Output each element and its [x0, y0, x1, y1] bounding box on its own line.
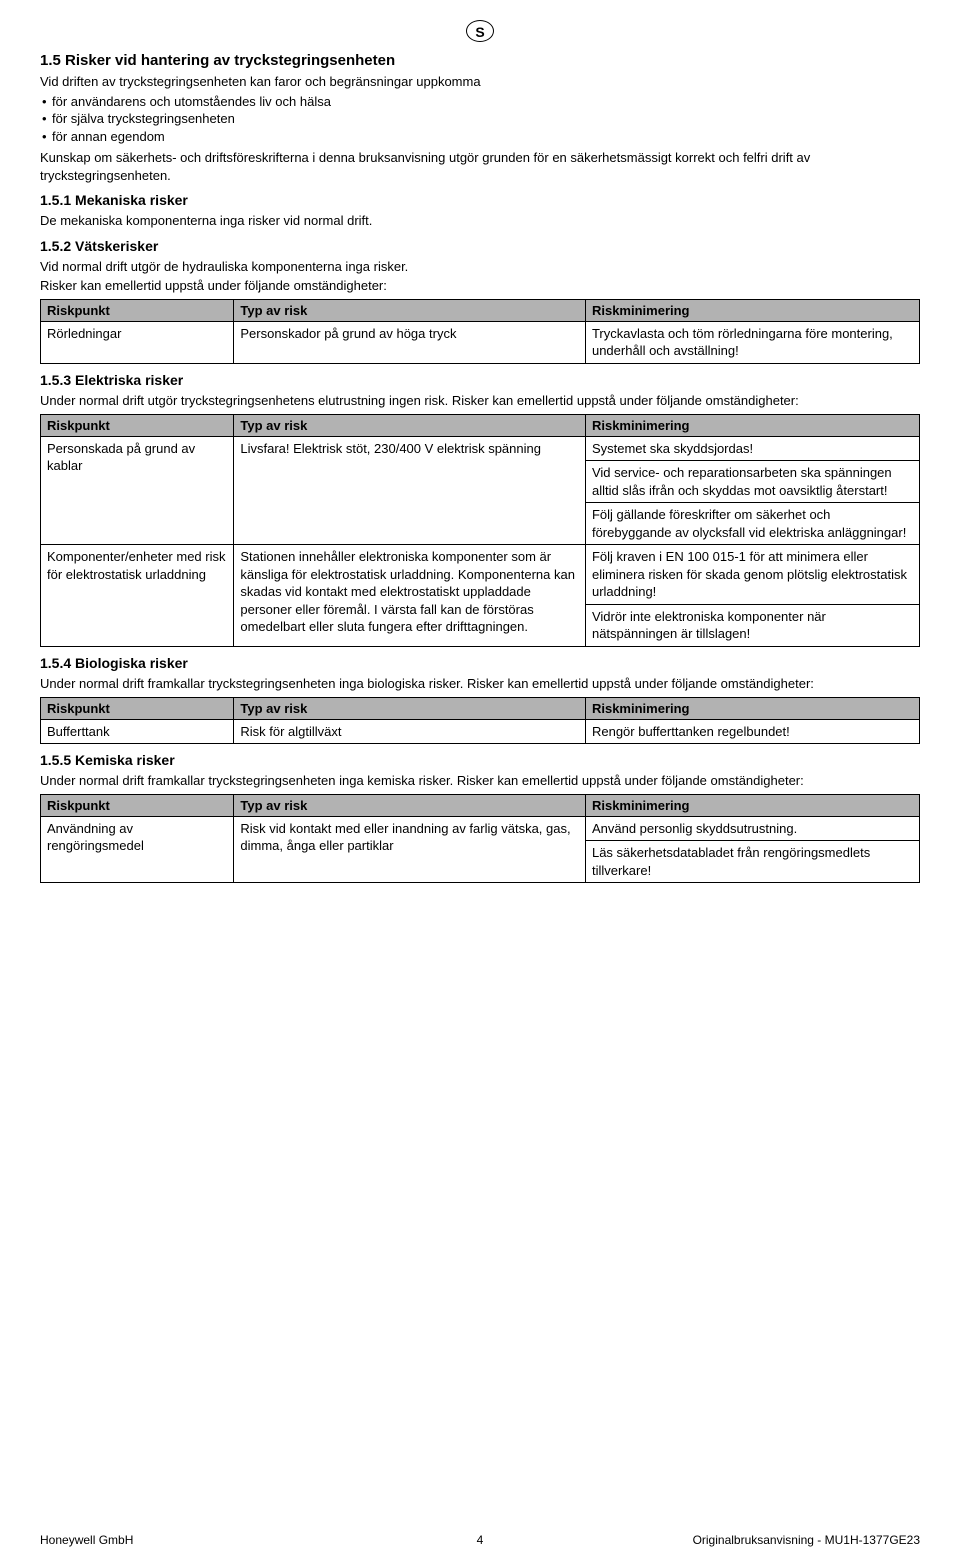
footer-page-number: 4	[477, 1533, 484, 1547]
bullets-1-5: för användarens och utomståendes liv och…	[40, 93, 920, 146]
table-cell: Personskada på grund av kablar	[41, 436, 234, 545]
table-cell: Läs säkerhetsdatabladet från rengöringsm…	[585, 841, 919, 883]
table-cell: Personskador på grund av höga tryck	[234, 321, 586, 363]
para-1-5-2b: Risker kan emellertid uppstå under följa…	[40, 277, 920, 295]
footer-left: Honeywell GmbH	[40, 1533, 133, 1547]
para-1-5-3: Under normal drift utgör tryckstegringse…	[40, 392, 920, 410]
table-header-riskpunkt: Riskpunkt	[41, 697, 234, 719]
heading-1-5-2: 1.5.2 Vätskerisker	[40, 238, 920, 254]
table-cell: Systemet ska skyddsjordas!	[585, 436, 919, 461]
table-header-riskpunkt: Riskpunkt	[41, 414, 234, 436]
footer-right: Originalbruksanvisning - MU1H-1377GE23	[693, 1533, 920, 1547]
para-1-5-1: De mekaniska komponenterna inga risker v…	[40, 212, 920, 230]
para-1-5-after: Kunskap om säkerhets- och driftsföreskri…	[40, 149, 920, 184]
table-cell: Bufferttank	[41, 719, 234, 744]
heading-1-5-3: 1.5.3 Elektriska risker	[40, 372, 920, 388]
table-cell: Stationen innehåller elektroniska kompon…	[234, 545, 586, 647]
heading-1-5-1: 1.5.1 Mekaniska risker	[40, 192, 920, 208]
table-cell: Användning av rengöringsmedel	[41, 816, 234, 883]
table-header-typavrisk: Typ av risk	[234, 794, 586, 816]
table-header-riskpunkt: Riskpunkt	[41, 794, 234, 816]
table-header-typavrisk: Typ av risk	[234, 299, 586, 321]
table-1-5-3: Riskpunkt Typ av risk Riskminimering Per…	[40, 414, 920, 647]
table-1-5-2: Riskpunkt Typ av risk Riskminimering Rör…	[40, 299, 920, 364]
table-cell: Tryckavlasta och töm rörledningarna före…	[585, 321, 919, 363]
table-cell: Vidrör inte elektroniska komponenter när…	[585, 604, 919, 646]
table-cell: Livsfara! Elektrisk stöt, 230/400 V elek…	[234, 436, 586, 545]
bullet-item: för användarens och utomståendes liv och…	[40, 93, 920, 111]
table-cell: Risk för algtillväxt	[234, 719, 586, 744]
heading-1-5-5: 1.5.5 Kemiska risker	[40, 752, 920, 768]
table-cell: Rörledningar	[41, 321, 234, 363]
para-1-5-2a: Vid normal drift utgör de hydrauliska ko…	[40, 258, 920, 276]
table-cell: Risk vid kontakt med eller inandning av …	[234, 816, 586, 883]
table-header-riskminimering: Riskminimering	[585, 794, 919, 816]
page-footer: Honeywell GmbH 4 Originalbruksanvisning …	[40, 1533, 920, 1547]
page-language-indicator: S	[466, 20, 494, 42]
bullet-item: för själva tryckstegringsenheten	[40, 110, 920, 128]
table-header-riskpunkt: Riskpunkt	[41, 299, 234, 321]
table-header-typavrisk: Typ av risk	[234, 414, 586, 436]
bullet-item: för annan egendom	[40, 128, 920, 146]
table-header-riskminimering: Riskminimering	[585, 299, 919, 321]
table-1-5-4: Riskpunkt Typ av risk Riskminimering Buf…	[40, 697, 920, 745]
heading-1-5: 1.5 Risker vid hantering av tryckstegrin…	[40, 52, 920, 69]
table-cell: Komponenter/enheter med risk för elektro…	[41, 545, 234, 647]
table-cell: Rengör bufferttanken regelbundet!	[585, 719, 919, 744]
intro-1-5: Vid driften av tryckstegringsenheten kan…	[40, 73, 920, 91]
table-cell: Följ kraven i EN 100 015-1 för att minim…	[585, 545, 919, 605]
table-1-5-5: Riskpunkt Typ av risk Riskminimering Anv…	[40, 794, 920, 884]
table-cell: Vid service- och reparationsarbeten ska …	[585, 461, 919, 503]
table-cell: Följ gällande föreskrifter om säkerhet o…	[585, 503, 919, 545]
table-header-riskminimering: Riskminimering	[585, 697, 919, 719]
table-cell: Använd personlig skyddsutrustning.	[585, 816, 919, 841]
table-header-riskminimering: Riskminimering	[585, 414, 919, 436]
para-1-5-4: Under normal drift framkallar tryckstegr…	[40, 675, 920, 693]
table-header-typavrisk: Typ av risk	[234, 697, 586, 719]
para-1-5-5: Under normal drift framkallar tryckstegr…	[40, 772, 920, 790]
heading-1-5-4: 1.5.4 Biologiska risker	[40, 655, 920, 671]
